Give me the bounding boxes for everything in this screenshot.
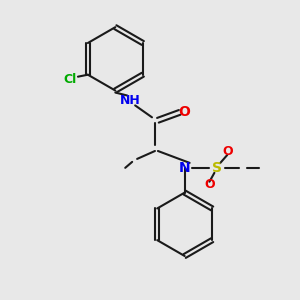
Text: O: O [204, 178, 215, 191]
Text: S: S [212, 161, 222, 175]
Text: Cl: Cl [63, 73, 77, 86]
Text: O: O [222, 146, 232, 158]
Text: N: N [179, 161, 190, 175]
Text: O: O [179, 105, 190, 119]
Text: NH: NH [120, 94, 141, 107]
